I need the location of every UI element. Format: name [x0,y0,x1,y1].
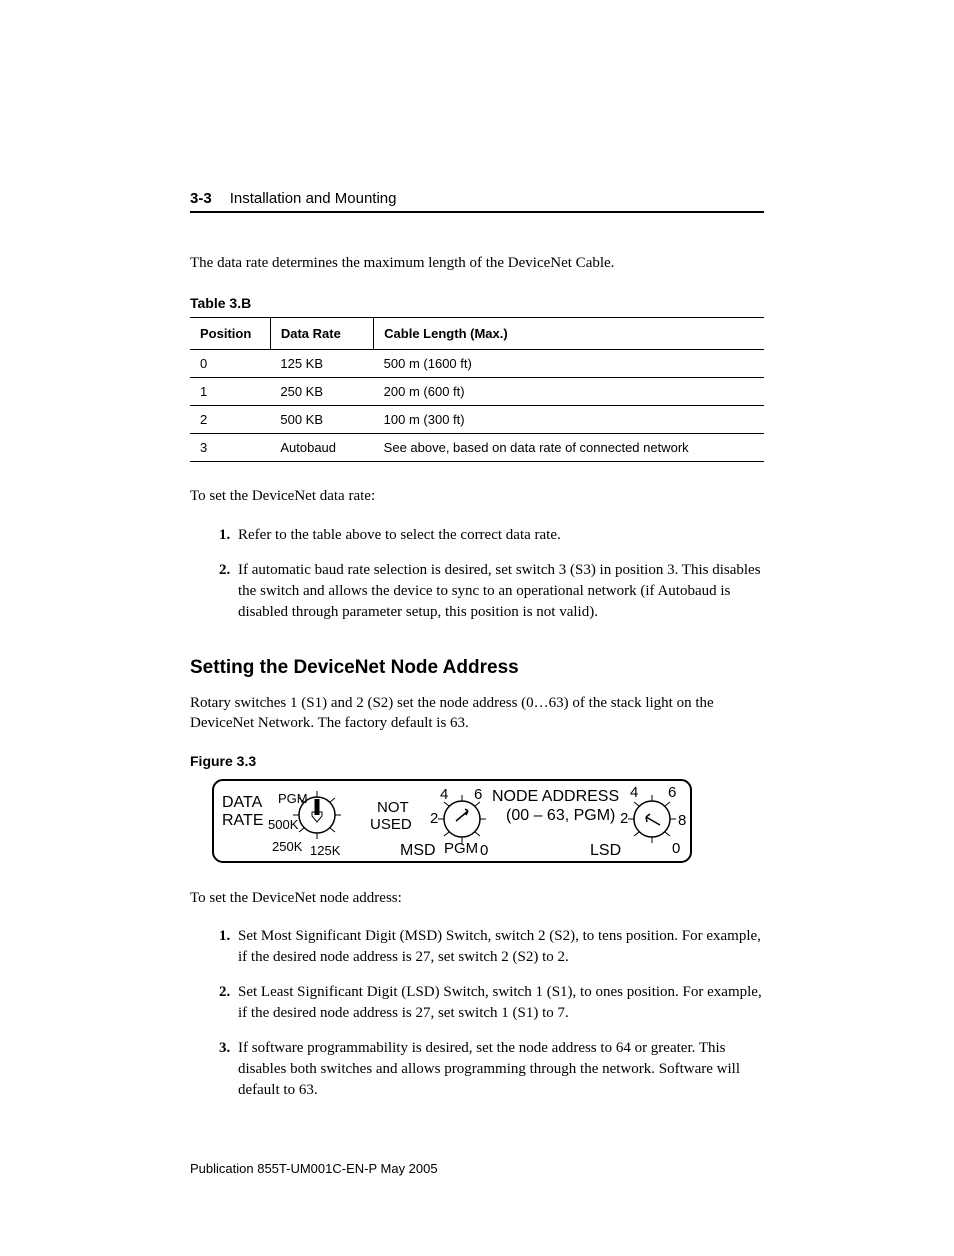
svg-text:2: 2 [430,810,438,827]
svg-text:2: 2 [620,810,628,827]
svg-text:USED: USED [370,816,412,833]
svg-text:4: 4 [630,784,638,801]
col-position: Position [190,318,270,350]
col-cable-length: Cable Length (Max.) [374,318,764,350]
svg-text:PGM: PGM [278,791,308,806]
step-item: Set Most Significant Digit (MSD) Switch,… [234,926,764,968]
svg-text:0: 0 [672,840,680,857]
svg-text:8: 8 [678,812,686,829]
svg-text:PGM: PGM [444,840,478,857]
rotary-switch-lsd [628,795,676,843]
svg-text:6: 6 [668,784,676,801]
figure-rotary-switches: DATA RATE PGM [212,779,692,868]
data-rate-intro: To set the DeviceNet data rate: [190,486,764,506]
node-steps: Set Most Significant Digit (MSD) Switch,… [190,926,764,1101]
footer-publication: Publication 855T-UM001C-EN-P May 2005 [190,1161,764,1176]
section-heading: Setting the DeviceNet Node Address [190,657,764,679]
svg-text:6: 6 [474,786,482,803]
fig-data-label: DATA [222,794,263,811]
svg-text:NOT: NOT [377,799,409,816]
svg-text:4: 4 [440,786,448,803]
node-intro: To set the DeviceNet node address: [190,888,764,908]
svg-text:LSD: LSD [590,842,621,859]
header-title: Installation and Mounting [230,190,397,207]
svg-text:125K: 125K [310,843,341,858]
table-row: 2 500 KB 100 m (300 ft) [190,406,764,434]
step-item: Refer to the table above to select the c… [234,525,764,546]
step-item: Set Least Significant Digit (LSD) Switch… [234,982,764,1024]
svg-text:MSD: MSD [400,842,436,859]
data-rate-steps: Refer to the table above to select the c… [190,525,764,623]
table-caption: Table 3.B [190,295,764,311]
figure-caption: Figure 3.3 [190,753,764,769]
table-row: 3 Autobaud See above, based on data rate… [190,434,764,462]
fig-rate-label: RATE [222,812,263,829]
col-data-rate: Data Rate [270,318,373,350]
svg-text:250K: 250K [272,839,303,854]
intro-text: The data rate determines the maximum len… [190,253,764,273]
page-header: 3-3 Installation and Mounting [190,190,764,213]
page-number: 3-3 [190,190,212,207]
data-rate-table: Position Data Rate Cable Length (Max.) 0… [190,317,764,462]
svg-text:0: 0 [480,842,488,859]
table-row: 0 125 KB 500 m (1600 ft) [190,350,764,378]
svg-text:NODE ADDRESS: NODE ADDRESS [492,788,619,805]
svg-text:500K: 500K [268,817,299,832]
svg-text:(00 – 63, PGM): (00 – 63, PGM) [506,807,615,824]
step-item: If software programmability is desired, … [234,1038,764,1101]
table-row: 1 250 KB 200 m (600 ft) [190,378,764,406]
step-item: If automatic baud rate selection is desi… [234,560,764,623]
section-body: Rotary switches 1 (S1) and 2 (S2) set th… [190,693,764,734]
